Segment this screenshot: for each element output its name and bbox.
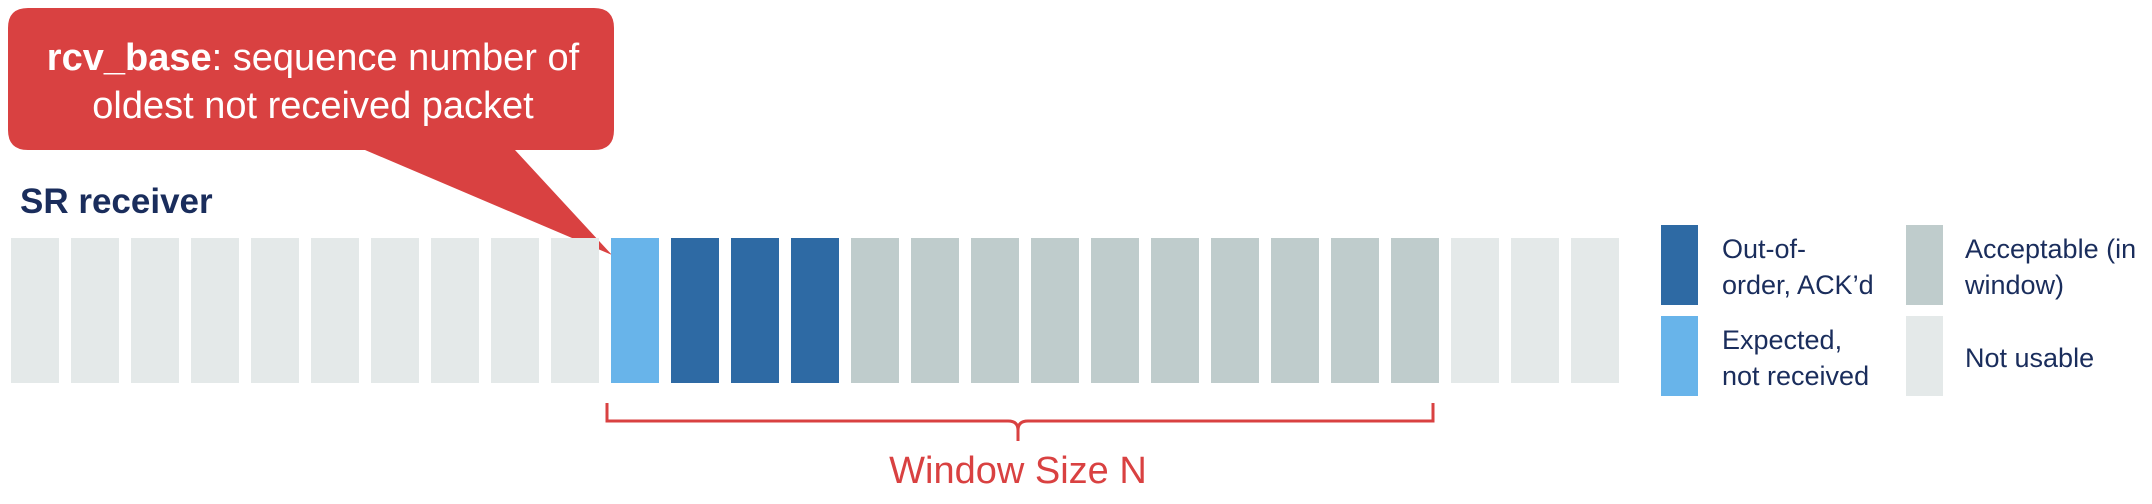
window-brace — [605, 403, 1435, 441]
legend-swatch-not-usable — [1906, 316, 1943, 396]
legend-label-out-of-order: Out-of- order, ACK’d — [1722, 234, 1874, 300]
packet-sequence — [11, 238, 1619, 383]
packet-box-acceptable — [1211, 238, 1259, 383]
rcv-base-term: rcv_base — [47, 37, 212, 79]
packet-box-acceptable — [1091, 238, 1139, 383]
window-bracket: Window Size N — [605, 403, 1435, 492]
legend-label-expected: Expected, not received — [1722, 325, 1869, 391]
packet-box-acceptable — [1271, 238, 1319, 383]
diagram-heading: SR receiver — [20, 182, 213, 221]
packet-box-not-usable — [371, 238, 419, 383]
packet-box-acceptable — [851, 238, 899, 383]
callout-line-1-rest: : sequence number of — [212, 37, 580, 79]
packet-box-not-usable — [311, 238, 359, 383]
packet-box-out-of-order — [791, 238, 839, 383]
rcv-base-callout: rcv_base: sequence number of oldest not … — [8, 8, 614, 255]
packet-box-not-usable — [71, 238, 119, 383]
packet-box-not-usable — [191, 238, 239, 383]
packet-box-not-usable — [251, 238, 299, 383]
window-size-label: Window Size N — [889, 450, 1147, 492]
legend-swatch-out-of-order — [1661, 225, 1698, 305]
packet-box-not-usable — [1511, 238, 1559, 383]
packet-box-acceptable — [911, 238, 959, 383]
packet-box-not-usable — [431, 238, 479, 383]
legend-label-acceptable: Acceptable (in window) — [1964, 234, 2144, 300]
legend-swatch-acceptable — [1906, 225, 1943, 305]
packet-box-acceptable — [1391, 238, 1439, 383]
packet-box-acceptable — [1331, 238, 1379, 383]
legend: Out-of- order, ACK’d Acceptable (in wind… — [1661, 225, 2144, 396]
packet-box-acceptable — [971, 238, 1019, 383]
packet-box-out-of-order — [671, 238, 719, 383]
callout-line-2: oldest not received packet — [92, 85, 534, 127]
packet-box-out-of-order — [731, 238, 779, 383]
packet-box-not-usable — [491, 238, 539, 383]
packet-box-not-usable — [1451, 238, 1499, 383]
packet-box-expected — [611, 238, 659, 383]
legend-swatch-expected — [1661, 316, 1698, 396]
callout-line-1: rcv_base: sequence number of — [47, 37, 580, 79]
legend-label-not-usable: Not usable — [1965, 343, 2094, 373]
packet-box-not-usable — [1571, 238, 1619, 383]
packet-box-not-usable — [131, 238, 179, 383]
packet-box-acceptable — [1031, 238, 1079, 383]
packet-box-acceptable — [1151, 238, 1199, 383]
packet-box-not-usable — [11, 238, 59, 383]
packet-box-not-usable — [551, 238, 599, 383]
callout-bubble — [8, 8, 614, 255]
